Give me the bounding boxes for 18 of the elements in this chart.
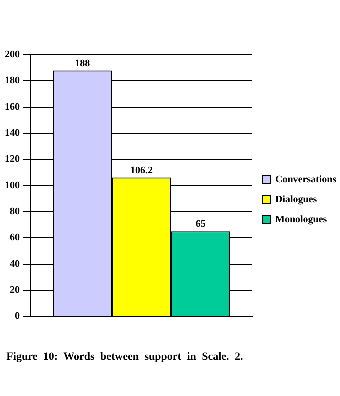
- y-tick-label: 80: [10, 206, 20, 218]
- legend-label: Dialogues: [276, 194, 318, 206]
- y-tick-label: 20: [10, 285, 20, 296]
- y-tick-label: 40: [10, 258, 20, 270]
- y-tick-label: 100: [5, 180, 20, 192]
- text: Figure 10: Words between support in Scale. 2.: [6, 350, 244, 365]
- data-label: 106.2: [130, 165, 153, 176]
- data-label: 188: [75, 58, 90, 70]
- legend-label: Conversations: [276, 174, 337, 186]
- y-tick-label: 60: [10, 232, 20, 244]
- y-tick-label: 160: [5, 102, 20, 113]
- y-tick-label: 140: [5, 128, 20, 140]
- data-label: 65: [196, 219, 206, 230]
- y-tick-label: 0: [15, 311, 20, 322]
- legend-label: Monologues: [276, 214, 328, 226]
- y-tick-label: 120: [5, 154, 20, 166]
- y-tick-label: 180: [5, 76, 20, 87]
- y-tick-label: 200: [5, 50, 20, 61]
